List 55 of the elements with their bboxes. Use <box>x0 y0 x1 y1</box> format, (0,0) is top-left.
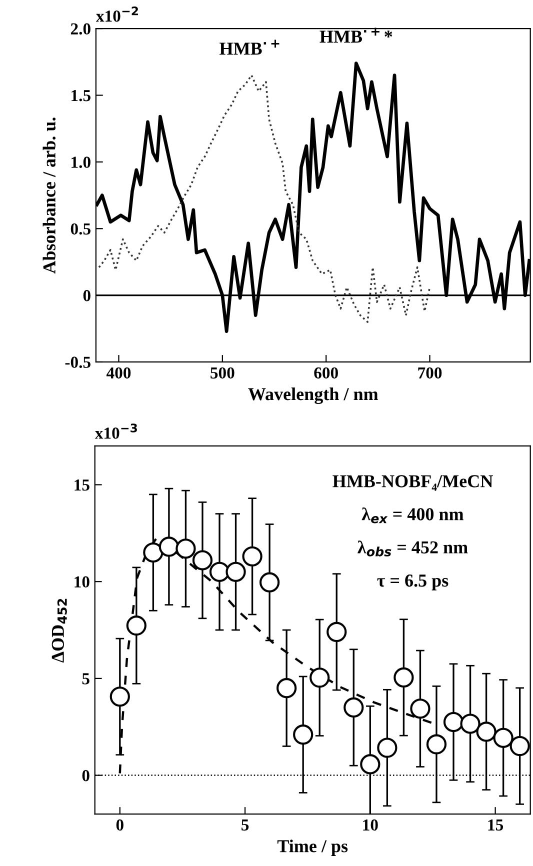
y-tick-label: 2.0 <box>70 23 90 35</box>
y-tick-label: 1.5 <box>72 90 90 102</box>
point <box>293 724 314 745</box>
x-axis-title: Wavelength / nm <box>248 388 378 404</box>
text: x10$^{−2}$ <box>96 6 138 22</box>
y-tick-label: 0.5 <box>70 223 90 235</box>
x-tick-label: 5 <box>242 820 249 831</box>
point <box>143 542 164 563</box>
x-tick-label: 600 <box>314 367 338 379</box>
point <box>126 615 146 636</box>
point <box>242 546 262 566</box>
point <box>510 736 530 756</box>
point <box>394 667 414 688</box>
point <box>493 728 514 748</box>
y-tick-label: -0.5 <box>65 356 90 368</box>
annotation: τ = 6.5 ps <box>377 574 448 590</box>
x-tick-label: 700 <box>418 367 442 379</box>
point <box>443 712 464 732</box>
point <box>259 572 280 592</box>
y-tick-label: 0 <box>82 770 90 782</box>
point <box>360 754 380 774</box>
point <box>410 698 430 719</box>
line-series <box>98 74 431 323</box>
annotation: λ$_{ex}$ = 400 nm <box>362 507 464 524</box>
y-tick-label: 10 <box>74 576 90 588</box>
y-axis-title: Absorbance / arb. u. <box>42 118 56 274</box>
point <box>158 536 180 557</box>
y-axis-title: ΔOD$_{452}$ <box>52 598 67 663</box>
point <box>110 686 130 707</box>
point <box>326 622 347 642</box>
x-tick-label: 500 <box>210 367 234 379</box>
point <box>344 697 364 718</box>
y-tick-label: 1.0 <box>72 156 90 168</box>
x-tick-label: 400 <box>106 367 131 379</box>
y-tick-label: 15 <box>74 480 90 491</box>
point <box>377 738 398 758</box>
point <box>476 722 496 742</box>
text: x10$^{−3}$ <box>94 424 137 439</box>
y-tick-label: 0 <box>83 290 90 302</box>
x-axis-title: Time / ps <box>277 840 348 856</box>
annotation: λ$_{obs}$ = 452 nm <box>358 540 468 556</box>
point <box>176 538 196 559</box>
point <box>209 562 230 582</box>
point <box>426 734 447 754</box>
point <box>310 668 330 688</box>
point <box>276 678 297 698</box>
point <box>226 562 246 582</box>
point <box>460 714 480 734</box>
point <box>192 550 213 570</box>
annotation: HMB-NOBF₄/MeCN <box>332 475 493 491</box>
x-tick-label: 15 <box>488 819 504 831</box>
series-label: HMB$^{·+}$ <box>220 40 280 55</box>
x-tick-label: 0 <box>116 819 124 831</box>
y-tick-label: 5 <box>82 673 90 684</box>
x-tick-label: 10 <box>363 819 378 831</box>
